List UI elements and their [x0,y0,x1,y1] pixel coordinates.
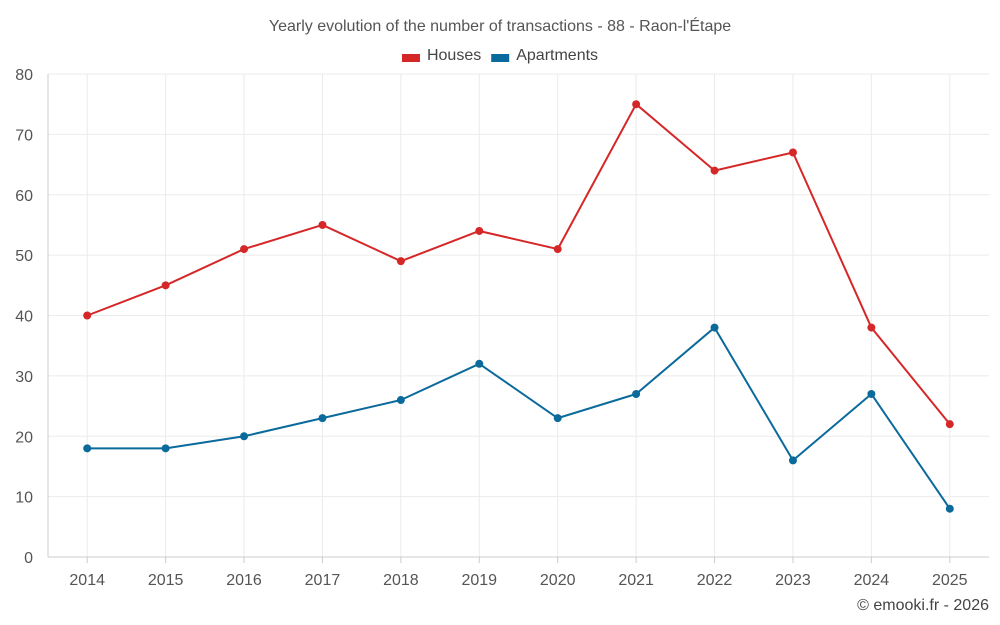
x-axis: 2014 2015 2016 2017 2018 2019 2020 2021 2022 2023… [48,556,989,589]
y-tick-label: 0 [24,550,33,567]
data-point-houses[interactable] [240,245,249,254]
credit-text: © emooki.fr - 2026 [857,597,989,614]
grid [48,73,989,558]
data-point-apartments[interactable] [83,444,92,453]
data-point-houses[interactable] [553,245,562,254]
x-tick-label: 2023 [775,572,811,589]
data-point-houses[interactable] [83,311,92,320]
x-tick-label: 2025 [932,572,968,589]
y-tick-label: 20 [15,429,33,446]
data-point-apartments[interactable] [553,414,562,423]
data-point-apartments[interactable] [161,444,170,453]
data-point-houses[interactable] [318,220,327,229]
data-point-apartments[interactable] [867,389,876,398]
data-point-houses[interactable] [632,100,641,109]
legend-item-houses[interactable]: Houses [401,47,481,64]
data-point-houses[interactable] [945,420,954,429]
data-point-houses[interactable] [475,226,484,235]
series-line-houses [86,103,951,425]
data-point-apartments[interactable] [945,504,954,513]
series-apartments [83,323,954,513]
data-point-houses[interactable] [161,281,170,290]
y-tick-label: 10 [15,490,33,507]
series [83,100,954,513]
data-point-houses[interactable] [396,257,405,266]
x-tick-label: 2019 [461,572,497,589]
data-point-apartments[interactable] [240,432,249,441]
x-tick-label: 2024 [854,572,890,589]
series-houses [83,100,954,429]
x-tick-label: 2018 [383,572,419,589]
legend-swatch [401,54,420,62]
y-axis: 0 10 20 30 40 50 60 70 80 [15,67,49,567]
chart-title: Yearly evolution of the number of transa… [269,16,731,35]
data-point-apartments[interactable] [318,414,327,423]
legend-swatch [491,54,510,62]
x-tick-label: 2021 [618,572,654,589]
data-point-houses[interactable] [867,323,876,332]
data-point-apartments[interactable] [632,389,641,398]
data-point-apartments[interactable] [710,323,719,332]
x-tick-label: 2017 [305,572,341,589]
legend-item-apartments[interactable]: Apartments [491,47,598,64]
x-tick-label: 2014 [69,572,105,589]
y-tick-label: 80 [15,67,33,84]
y-tick-label: 60 [15,188,33,205]
data-point-apartments[interactable] [788,456,797,465]
legend-label: Houses [427,47,481,64]
legend: Houses Apartments [401,47,598,64]
x-tick-label: 2016 [226,572,262,589]
data-point-apartments[interactable] [475,359,484,368]
data-point-houses[interactable] [788,148,797,157]
data-point-houses[interactable] [710,166,719,175]
y-tick-label: 50 [15,248,33,265]
x-tick-label: 2022 [697,572,733,589]
x-tick-label: 2015 [148,572,184,589]
y-tick-label: 40 [15,309,33,326]
x-tick-label: 2020 [540,572,576,589]
y-tick-label: 70 [15,127,33,144]
data-point-apartments[interactable] [396,396,405,405]
y-tick-label: 30 [15,369,33,386]
series-line-apartments [87,326,951,510]
legend-label: Apartments [516,47,598,64]
